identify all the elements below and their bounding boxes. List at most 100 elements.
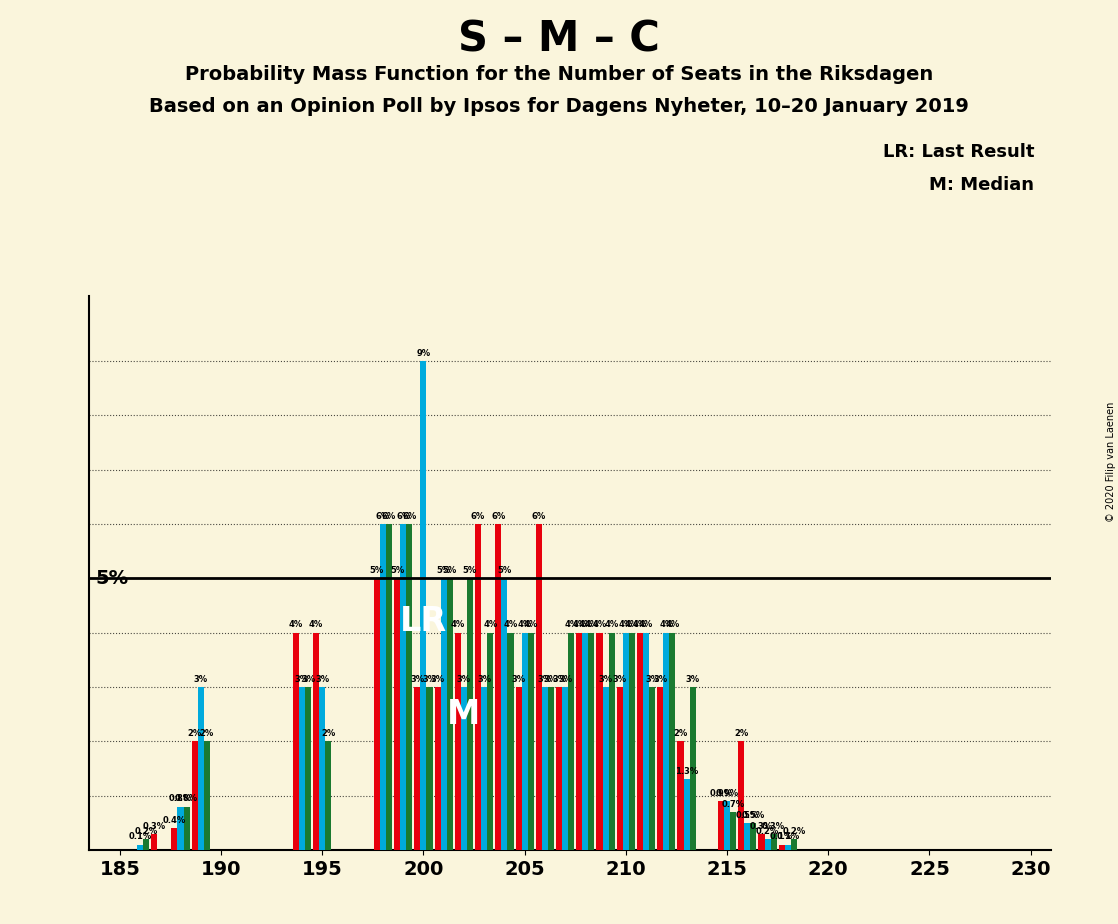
Text: 5%: 5%	[498, 566, 512, 575]
Text: 2%: 2%	[200, 729, 214, 738]
Text: 3%: 3%	[301, 675, 315, 684]
Text: 4%: 4%	[593, 620, 607, 629]
Bar	[663, 633, 670, 850]
Text: 3%: 3%	[512, 675, 525, 684]
Bar	[380, 524, 386, 850]
Bar	[386, 524, 392, 850]
Text: LR: Last Result: LR: Last Result	[882, 143, 1034, 161]
Text: 4%: 4%	[483, 620, 498, 629]
Text: 5%: 5%	[443, 566, 457, 575]
Bar	[313, 633, 319, 850]
Text: 3%: 3%	[410, 675, 425, 684]
Bar	[203, 741, 210, 850]
Bar	[420, 361, 426, 850]
Text: Probability Mass Function for the Number of Seats in the Riksdagen: Probability Mass Function for the Number…	[184, 65, 934, 84]
Text: 0.3%: 0.3%	[762, 821, 785, 831]
Bar	[305, 687, 311, 850]
Text: 9%: 9%	[416, 348, 430, 358]
Bar	[319, 687, 325, 850]
Text: 0.2%: 0.2%	[783, 827, 805, 836]
Text: 3%: 3%	[295, 675, 309, 684]
Bar	[440, 578, 447, 850]
Bar	[637, 633, 643, 850]
Text: M: Median: M: Median	[929, 176, 1034, 193]
Bar	[582, 633, 588, 850]
Bar	[191, 741, 198, 850]
Text: 3%: 3%	[193, 675, 208, 684]
Text: 5%: 5%	[95, 569, 129, 588]
Text: 4%: 4%	[639, 620, 653, 629]
Text: 6%: 6%	[396, 512, 410, 521]
Text: 4%: 4%	[633, 620, 647, 629]
Bar	[758, 833, 765, 850]
Text: 6%: 6%	[382, 512, 396, 521]
Text: 2%: 2%	[735, 729, 748, 738]
Text: 0.5%: 0.5%	[741, 810, 765, 820]
Bar	[461, 687, 467, 850]
Bar	[778, 845, 785, 850]
Text: 3%: 3%	[457, 675, 471, 684]
Text: 4%: 4%	[660, 620, 673, 629]
Text: 0.5%: 0.5%	[736, 810, 759, 820]
Text: S – M – C: S – M – C	[458, 18, 660, 60]
Text: 2%: 2%	[188, 729, 202, 738]
Bar	[435, 687, 440, 850]
Text: 3%: 3%	[558, 675, 572, 684]
Bar	[467, 578, 473, 850]
Bar	[745, 823, 750, 850]
Text: 6%: 6%	[376, 512, 390, 521]
Bar	[765, 839, 770, 850]
Text: 2%: 2%	[321, 729, 335, 738]
Bar	[183, 807, 190, 850]
Bar	[171, 828, 178, 850]
Text: 3%: 3%	[430, 675, 445, 684]
Bar	[730, 812, 736, 850]
Text: 0.2%: 0.2%	[756, 827, 779, 836]
Text: 0.9%: 0.9%	[716, 789, 739, 798]
Bar	[770, 833, 777, 850]
Text: 1.3%: 1.3%	[675, 767, 699, 776]
Text: 4%: 4%	[451, 620, 465, 629]
Bar	[151, 833, 158, 850]
Bar	[623, 633, 629, 850]
Bar	[568, 633, 575, 850]
Text: 0.1%: 0.1%	[776, 833, 799, 842]
Text: 5%: 5%	[436, 566, 451, 575]
Text: M: M	[447, 698, 481, 731]
Text: 4%: 4%	[572, 620, 587, 629]
Bar	[394, 578, 400, 850]
Bar	[522, 633, 528, 850]
Text: 4%: 4%	[618, 620, 633, 629]
Text: 6%: 6%	[532, 512, 546, 521]
Text: 0.8%: 0.8%	[169, 795, 192, 803]
Bar	[400, 524, 406, 850]
Text: 2%: 2%	[673, 729, 688, 738]
Bar	[750, 823, 757, 850]
Text: 4%: 4%	[309, 620, 323, 629]
Text: 3%: 3%	[598, 675, 613, 684]
Bar	[683, 780, 690, 850]
Text: 4%: 4%	[518, 620, 532, 629]
Text: 3%: 3%	[538, 675, 552, 684]
Text: 4%: 4%	[565, 620, 578, 629]
Text: 4%: 4%	[503, 620, 518, 629]
Bar	[597, 633, 603, 850]
Bar	[487, 633, 493, 850]
Bar	[501, 578, 508, 850]
Text: 4%: 4%	[523, 620, 538, 629]
Bar	[481, 687, 487, 850]
Text: 3%: 3%	[685, 675, 700, 684]
Text: 3%: 3%	[552, 675, 566, 684]
Text: 0.2%: 0.2%	[134, 827, 158, 836]
Text: 0.4%: 0.4%	[163, 816, 186, 825]
Bar	[138, 845, 143, 850]
Bar	[650, 687, 655, 850]
Bar	[718, 801, 724, 850]
Text: Based on an Opinion Poll by Ipsos for Dagens Nyheter, 10–20 January 2019: Based on an Opinion Poll by Ipsos for Da…	[149, 97, 969, 116]
Bar	[562, 687, 568, 850]
Bar	[690, 687, 695, 850]
Bar	[785, 845, 790, 850]
Text: 5%: 5%	[390, 566, 405, 575]
Text: © 2020 Filip van Laenen: © 2020 Filip van Laenen	[1106, 402, 1116, 522]
Text: 0.3%: 0.3%	[143, 821, 165, 831]
